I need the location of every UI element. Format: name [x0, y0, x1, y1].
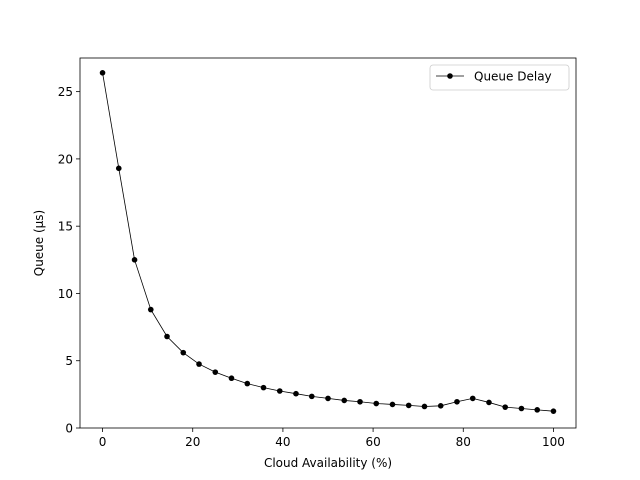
legend-marker: [447, 73, 453, 79]
data-point: [550, 408, 557, 414]
y-tick-label: 10: [58, 287, 73, 301]
y-tick-label: 25: [58, 85, 73, 99]
legend-box: [429, 64, 570, 91]
data-point: [421, 403, 428, 410]
data-point: [244, 380, 251, 387]
data-point: [147, 306, 154, 313]
plot-frame: [79, 57, 577, 429]
data-point: [469, 395, 476, 402]
legend: Queue Delay: [429, 64, 570, 91]
series-layer: [99, 70, 557, 414]
data-point: [486, 399, 492, 406]
data-point: [454, 398, 460, 405]
x-tick-label: 20: [185, 435, 200, 449]
data-point: [373, 400, 380, 407]
data-point: [437, 403, 444, 409]
plot-area: [80, 58, 576, 428]
x-ticks: 0 20 40 60 80 100: [99, 428, 565, 449]
legend-label: Queue Delay: [474, 70, 552, 84]
x-tick-label: 80: [456, 435, 471, 449]
data-point: [115, 165, 122, 172]
data-point: [131, 257, 138, 263]
data-point: [293, 390, 299, 397]
data-point: [357, 398, 363, 405]
data-point: [196, 361, 202, 367]
data-point: [325, 395, 331, 402]
data-point: [212, 369, 219, 375]
y-axis-label: Queue (µs): [32, 210, 46, 277]
x-tick-label: 0: [99, 435, 107, 449]
y-tick-label: 20: [58, 152, 73, 166]
data-point: [518, 405, 525, 412]
y-tick-label: 15: [58, 220, 73, 234]
data-point: [164, 333, 170, 340]
data-point: [502, 404, 509, 410]
data-point: [308, 393, 315, 400]
y-tick-label: 5: [65, 354, 73, 368]
data-point: [389, 401, 396, 408]
data-point: [99, 70, 106, 76]
x-tick-label: 40: [275, 435, 290, 449]
data-point: [180, 349, 187, 356]
x-axis-label: Cloud Availability (%): [264, 456, 392, 470]
data-point: [405, 402, 412, 409]
data-point: [341, 397, 348, 404]
data-point: [276, 388, 283, 394]
data-point: [534, 407, 541, 413]
x-tick-label: 100: [542, 435, 565, 449]
y-ticks: 0 5 10 15 20 25: [58, 85, 80, 436]
y-tick-label: 0: [65, 422, 73, 436]
x-tick-label: 60: [365, 435, 380, 449]
data-point: [228, 375, 235, 382]
data-point: [260, 384, 267, 391]
